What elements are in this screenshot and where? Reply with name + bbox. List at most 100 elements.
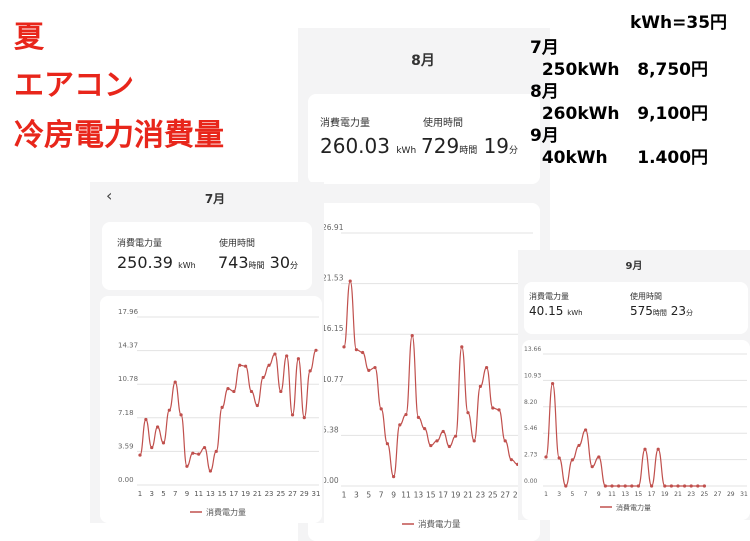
minutes-number: 19 bbox=[483, 134, 510, 158]
data-point bbox=[702, 484, 706, 488]
hours-unit: 時間 bbox=[652, 309, 667, 317]
data-point bbox=[696, 484, 700, 488]
data-point bbox=[267, 363, 271, 367]
y-tick-label: 5.38 bbox=[322, 425, 339, 434]
minutes-unit: 分 bbox=[290, 261, 298, 270]
data-point bbox=[676, 484, 680, 488]
month-label-july: 7月 bbox=[530, 38, 559, 58]
data-point bbox=[226, 387, 230, 391]
y-tick-label: 0.00 bbox=[524, 478, 538, 485]
data-point bbox=[373, 365, 377, 370]
x-tick-label: 25 bbox=[488, 491, 498, 500]
data-point bbox=[466, 411, 470, 415]
x-tick-label: 11 bbox=[401, 491, 411, 500]
energy-number: 40.15 bbox=[529, 304, 564, 318]
x-tick-label: 9 bbox=[597, 491, 601, 498]
title-line-cooling-energy: 冷房電力消費量 bbox=[14, 118, 224, 153]
data-point bbox=[244, 364, 248, 368]
data-point bbox=[348, 279, 352, 283]
x-tick-label: 19 bbox=[241, 490, 250, 498]
data-point bbox=[509, 458, 513, 462]
hours-number: 575 bbox=[630, 304, 653, 318]
y-tick-label: 2.73 bbox=[524, 452, 538, 459]
hours-unit: 時間 bbox=[459, 146, 478, 156]
data-point bbox=[273, 352, 277, 356]
data-point bbox=[584, 428, 588, 432]
usage-time-value: 743時間 30分 bbox=[218, 253, 298, 272]
data-point bbox=[454, 434, 458, 438]
month-label-september: 9月 bbox=[530, 126, 559, 146]
y-tick-label: 7.18 bbox=[118, 409, 134, 417]
x-tick-label: 7 bbox=[584, 491, 588, 498]
data-point bbox=[354, 348, 358, 352]
x-tick-label: 9 bbox=[185, 490, 189, 498]
data-point bbox=[279, 389, 283, 394]
data-point bbox=[570, 458, 574, 462]
month-title: 8月 bbox=[411, 53, 435, 69]
x-tick-label: 5 bbox=[161, 490, 165, 498]
y-tick-label: 0.00 bbox=[118, 476, 134, 484]
energy-number: 250.39 bbox=[117, 253, 173, 272]
series-line bbox=[343, 280, 531, 478]
data-point bbox=[156, 425, 160, 429]
data-point bbox=[167, 408, 171, 412]
data-point bbox=[308, 369, 312, 373]
data-point bbox=[603, 484, 607, 488]
x-tick-label: 27 bbox=[500, 491, 510, 500]
data-point bbox=[597, 455, 601, 459]
energy-value: 40.15 kWh bbox=[529, 304, 583, 318]
energy-label: 消費電力量 bbox=[529, 292, 569, 301]
y-tick-label: 13.66 bbox=[524, 346, 541, 353]
series-line bbox=[545, 382, 705, 487]
x-tick-label: 23 bbox=[476, 491, 486, 500]
data-point bbox=[179, 413, 183, 417]
x-tick-label: 21 bbox=[253, 490, 262, 498]
data-point bbox=[361, 350, 365, 355]
title-line-summer: 夏 bbox=[14, 20, 44, 55]
energy-number: 260.03 bbox=[320, 134, 390, 158]
data-point bbox=[249, 389, 254, 394]
data-point bbox=[197, 452, 201, 456]
minutes-number: 23 bbox=[670, 304, 687, 318]
chart-card: 0.00 2.73 5.46 8.20 10.93 13.66 1 3 5 7 9 11 13 15 17 1… bbox=[522, 340, 750, 520]
energy-unit: kWh bbox=[396, 146, 417, 156]
x-tick-label: 5 bbox=[366, 491, 371, 500]
y-tick-label: 26.91 bbox=[322, 223, 344, 232]
hours-unit: 時間 bbox=[248, 261, 265, 270]
data-point bbox=[296, 357, 300, 361]
data-point bbox=[503, 439, 507, 443]
data-point bbox=[435, 439, 439, 443]
x-tick-label: 23 bbox=[687, 491, 695, 498]
summary-card: 消費電力量 使用時間 40.15 kWh 575時間 23分 bbox=[524, 282, 748, 334]
x-tick-label: 1 bbox=[138, 490, 142, 498]
x-tick-label: 17 bbox=[438, 491, 448, 500]
cost-row-july: 250kWh 8,750円 bbox=[530, 60, 709, 80]
data-point bbox=[623, 484, 627, 488]
data-point bbox=[173, 380, 177, 384]
month-title: 9月 bbox=[625, 261, 643, 272]
data-point bbox=[485, 365, 489, 370]
data-point bbox=[643, 447, 647, 451]
data-point bbox=[202, 445, 207, 450]
energy-value: 250.39 kWh bbox=[117, 253, 196, 272]
data-point bbox=[208, 469, 212, 473]
back-chevron-icon[interactable]: ‹ bbox=[106, 186, 113, 205]
data-point bbox=[416, 415, 420, 419]
data-point bbox=[497, 408, 501, 412]
data-point bbox=[261, 375, 265, 380]
x-tick-label: 5 bbox=[570, 491, 574, 498]
y-tick-label: 10.93 bbox=[524, 372, 541, 379]
data-point bbox=[191, 451, 195, 455]
x-tick-label: 13 bbox=[206, 490, 215, 498]
data-point bbox=[398, 423, 402, 427]
y-tick-label: 16.15 bbox=[322, 324, 344, 333]
x-tick-label: 23 bbox=[265, 490, 274, 498]
x-tick-label: 29 bbox=[300, 490, 309, 498]
series-line bbox=[139, 349, 317, 472]
x-tick-label: 15 bbox=[426, 491, 436, 500]
data-point bbox=[392, 474, 396, 479]
usage-time-label: 使用時間 bbox=[630, 292, 662, 301]
data-point bbox=[544, 455, 548, 459]
x-tick-label: 3 bbox=[557, 491, 561, 498]
